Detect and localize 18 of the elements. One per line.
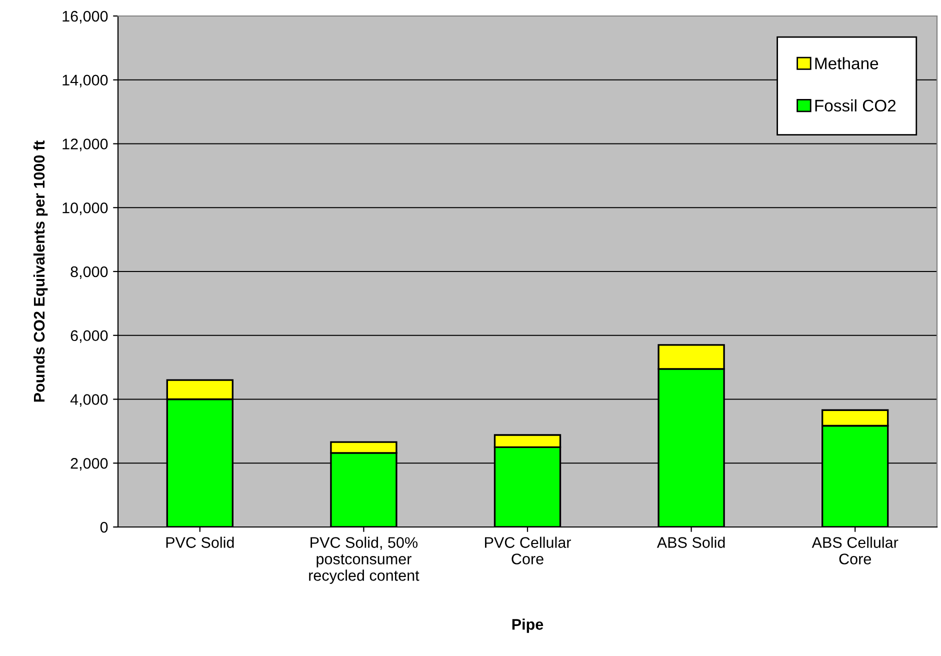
y-tick-label: 14,000 — [62, 74, 108, 88]
y-tick-label: 12,000 — [62, 138, 108, 152]
x-tick-label: PVC Solid, 50% postconsumer recycled content — [309, 536, 420, 584]
y-tick-label: 4,000 — [70, 394, 108, 407]
x-tick-label: ABS Solid — [656, 536, 725, 548]
y-tick-label: 10,000 — [62, 202, 108, 216]
y-tick-label: 6,000 — [70, 330, 108, 343]
y-tick-label: 2,000 — [70, 458, 108, 471]
x-tick-label: ABS Cellular Core — [812, 536, 898, 564]
y-tick-label: 16,000 — [62, 10, 108, 24]
legend-label: Methane — [815, 57, 878, 70]
x-axis-title: Pipe — [512, 618, 544, 633]
legend-label: Fossil CO2 — [815, 99, 896, 112]
y-tick-label: 0 — [100, 522, 108, 533]
y-tick-label: 8,000 — [70, 266, 108, 279]
x-tick-label: PVC Solid — [166, 536, 234, 548]
x-tick-label: PVC Cellular Core — [485, 536, 571, 564]
y-axis-title: Pounds CO2 Equivalents per 1000 ft — [33, 140, 48, 402]
